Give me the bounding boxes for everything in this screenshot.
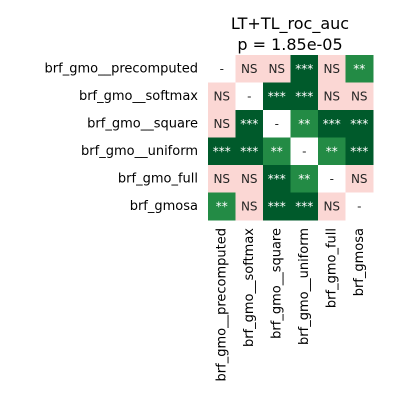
heatmap-cell <box>345 82 374 111</box>
row-tick-label: brf_gmo_full <box>118 171 198 186</box>
heatmap-cell-label: ** <box>216 199 228 213</box>
heatmap-cell <box>208 110 236 138</box>
heatmap-cell-label: NS <box>213 172 230 186</box>
heatmap-cell <box>290 55 319 83</box>
heatmap-cell-label: *** <box>268 89 286 103</box>
heatmap-cell-label: *** <box>323 117 341 131</box>
heatmap-cell-label: NS <box>241 199 258 213</box>
heatmap-cell <box>318 110 346 138</box>
heatmap-cell-label: - <box>357 199 361 213</box>
heatmap-cell <box>263 110 291 138</box>
column-tick-label: brf_gmo__softmax <box>242 228 257 347</box>
heatmap-cell-label: *** <box>213 144 231 158</box>
heatmap-cell-label: - <box>302 144 306 158</box>
heatmap-cell-label: *** <box>295 199 313 213</box>
heatmap-cell <box>345 192 374 221</box>
column-tick-label: brf_gmo__uniform <box>297 228 312 345</box>
heatmap-cell-label: *** <box>295 89 313 103</box>
heatmap-cell <box>235 55 264 83</box>
heatmap-cell <box>263 82 291 111</box>
heatmap-cell-label: NS <box>351 89 368 103</box>
heatmap-cell <box>345 137 374 166</box>
column-tick-label: brf_gmo__square <box>269 228 284 339</box>
heatmap-cell <box>208 82 236 111</box>
heatmap-cell <box>318 82 346 111</box>
column-tick-label: brf_gmo__precomputed <box>214 228 229 381</box>
heatmap-cell <box>208 55 236 83</box>
heatmap-cell-label: ** <box>271 144 283 158</box>
column-tick-label: brf_gmosa <box>352 228 367 296</box>
heatmap-cell-label: ** <box>353 62 365 76</box>
heatmap-cell-label: NS <box>268 62 285 76</box>
heatmap-cell <box>345 110 374 138</box>
row-tick-label: brf_gmo__uniform <box>81 144 198 159</box>
heatmap-cell <box>208 137 236 166</box>
heatmap-cell <box>235 192 264 221</box>
heatmap-cell-label: ** <box>298 172 310 186</box>
heatmap-cell <box>345 55 374 83</box>
heatmap-cell <box>263 192 291 221</box>
row-tick-labels: brf_gmo__precomputed brf_gmo__softmax brf_… <box>45 61 199 214</box>
row-tick-label: brf_gmo__precomputed <box>45 61 198 76</box>
heatmap-cell <box>263 165 291 193</box>
heatmap-cell-label: NS <box>213 117 230 131</box>
heatmap-cell-label: *** <box>240 144 258 158</box>
heatmap-cell-label: *** <box>350 144 368 158</box>
heatmap-cell-label: *** <box>295 62 313 76</box>
heatmap-cell-label: NS <box>241 62 258 76</box>
heatmap-cell-label: - <box>330 172 334 186</box>
heatmap-cell <box>318 192 346 221</box>
heatmap-cell-label: ** <box>326 144 338 158</box>
heatmap-cell-label: *** <box>268 199 286 213</box>
heatmap-cell <box>290 82 319 111</box>
heatmap-cell-label: - <box>220 62 224 76</box>
heatmap-cell <box>263 137 291 166</box>
heatmap-cell-label: NS <box>323 199 340 213</box>
row-tick-label: brf_gmo__square <box>87 116 198 131</box>
heatmap-cell <box>345 165 374 193</box>
heatmap-cell-label: NS <box>323 62 340 76</box>
heatmap-cell-label: ** <box>298 117 310 131</box>
heatmap-cell <box>318 55 346 83</box>
heatmap-cell-label: *** <box>350 117 368 131</box>
heatmap-cell <box>235 165 264 193</box>
heatmap-cell <box>235 110 264 138</box>
heatmap-cell <box>290 137 319 166</box>
heatmap-cell <box>208 165 236 193</box>
heatmap-cell-label: - <box>275 117 279 131</box>
heatmap-cell <box>235 82 264 111</box>
heatmap-cell <box>290 192 319 221</box>
heatmap-cell <box>235 137 264 166</box>
heatmap-cell <box>208 192 236 221</box>
heatmap-cell-label: NS <box>351 172 368 186</box>
heatmap-cell <box>318 165 346 193</box>
heatmap-cell-label: *** <box>268 172 286 186</box>
column-tick-label: brf_gmo_full <box>324 228 339 308</box>
heatmap-cell <box>290 110 319 138</box>
row-tick-label: brf_gmo__softmax <box>79 89 198 104</box>
heatmap-cell <box>263 55 291 83</box>
chart-subtitle: p = 1.85e-05 <box>237 35 342 54</box>
heatmap-cell <box>290 165 319 193</box>
heatmap-cell-label: *** <box>240 117 258 131</box>
column-tick-labels: brf_gmo__precomputed brf_gmo__softmax brf_… <box>214 228 367 382</box>
heatmap-cell <box>318 137 346 166</box>
heatmap-cell-label: NS <box>241 172 258 186</box>
heatmap-cell-label: NS <box>213 89 230 103</box>
row-tick-label: brf_gmosa <box>130 199 198 214</box>
chart-title: LT+TL_roc_auc <box>231 14 349 34</box>
heatmap-cell-label: - <box>247 89 251 103</box>
heatmap-cell-label: NS <box>323 89 340 103</box>
